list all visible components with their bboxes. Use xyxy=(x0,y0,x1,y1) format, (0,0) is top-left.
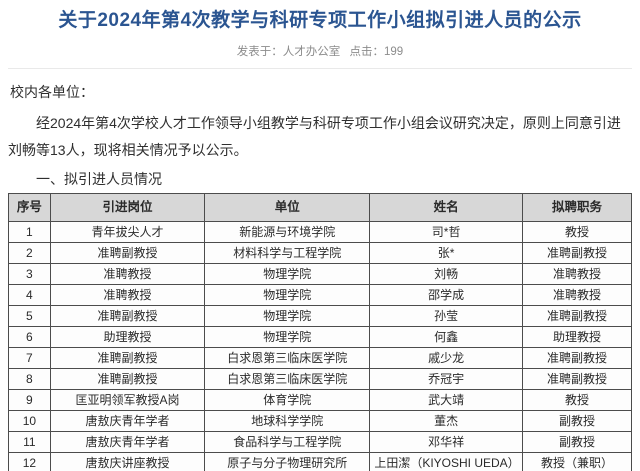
column-header: 姓名 xyxy=(369,193,523,223)
candidate-table: 序号 引进岗位 单位 姓名 拟聘职务 1 青年拔尖人才 新能源与环境学院 司*哲 教授 2 准聘副教… xyxy=(8,193,633,471)
table-cell: 教授 xyxy=(521,221,633,244)
column-header: 单位 xyxy=(204,193,371,223)
column-header: 引进岗位 xyxy=(49,193,206,223)
table-row: 10 唐敖庆青年学者 地球科学学院 董杰 副教授 xyxy=(8,410,633,433)
table-cell: 9 xyxy=(8,389,51,412)
body-paragraph: 经2024年第4次学校人才工作领导小组教学与科研专项工作小组会议研究决定，原则上… xyxy=(8,114,621,158)
table-cell: 青年拔尖人才 xyxy=(49,221,206,244)
table-cell: 4 xyxy=(8,284,51,307)
table-cell: 物理学院 xyxy=(204,263,371,286)
table-cell: 司*哲 xyxy=(369,221,523,244)
table-cell: 原子与分子物理研究所 xyxy=(204,452,371,471)
table-cell: 助理教授 xyxy=(521,326,633,349)
table-cell: 武大靖 xyxy=(369,389,523,412)
table-cell: 准聘教授 xyxy=(521,263,633,286)
table-cell: 5 xyxy=(8,305,51,328)
table-cell: 准聘副教授 xyxy=(521,347,633,370)
table-cell: 邓华祥 xyxy=(369,431,523,454)
table-cell: 董杰 xyxy=(369,410,523,433)
click-count: 点击：199 xyxy=(349,45,404,58)
table-row: 3 准聘教授 物理学院 刘畅 准聘教授 xyxy=(8,263,633,286)
table-cell: 副教授 xyxy=(521,410,633,433)
table-cell: 新能源与环境学院 xyxy=(204,221,371,244)
table-cell: 准聘副教授 xyxy=(49,305,206,328)
table-cell: 体育学院 xyxy=(204,389,371,412)
table-cell: 上田潔（KIYOSHI UEDA） xyxy=(369,452,523,471)
table-cell: 3 xyxy=(8,263,51,286)
table-cell: 准聘副教授 xyxy=(521,368,633,391)
column-header: 序号 xyxy=(8,193,51,223)
table-row: 12 唐敖庆讲座教授 原子与分子物理研究所 上田潔（KIYOSHI UEDA） 教授（兼… xyxy=(8,452,633,471)
table-row: 5 准聘副教授 物理学院 孙莹 准聘副教授 xyxy=(8,305,633,328)
table-cell: 准聘教授 xyxy=(521,284,633,307)
table-cell: 11 xyxy=(8,431,51,454)
table-cell: 唐敖庆青年学者 xyxy=(49,431,206,454)
table-cell: 唐敖庆讲座教授 xyxy=(49,452,206,471)
table-cell: 教授 xyxy=(521,389,633,412)
table-cell: 准聘副教授 xyxy=(521,242,633,265)
table-cell: 准聘副教授 xyxy=(49,347,206,370)
table-cell: 材料科学与工程学院 xyxy=(204,242,371,265)
table-cell: 10 xyxy=(8,410,51,433)
page-title: 关于2024年第4次教学与科研专项工作小组拟引进人员的公示 xyxy=(58,10,582,31)
table-cell: 物理学院 xyxy=(204,326,371,349)
table-header-row: 序号 引进岗位 单位 姓名 拟聘职务 xyxy=(8,193,633,223)
table-cell: 物理学院 xyxy=(204,305,371,328)
published-by: 发表于：人才办公室 xyxy=(236,45,341,58)
table-cell: 12 xyxy=(8,452,51,471)
table-cell: 准聘副教授 xyxy=(49,242,206,265)
table-cell: 戚少龙 xyxy=(369,347,523,370)
column-header: 拟聘职务 xyxy=(521,193,633,223)
table-row: 1 青年拔尖人才 新能源与环境学院 司*哲 教授 xyxy=(8,221,633,244)
table-cell: 邵学成 xyxy=(369,284,523,307)
meta-line: 发表于：人才办公室 点击：199 xyxy=(8,43,632,69)
table-cell: 张* xyxy=(369,242,523,265)
table-cell: 准聘副教授 xyxy=(49,368,206,391)
table-row: 9 匡亚明领军教授A岗 体育学院 武大靖 教授 xyxy=(8,389,633,412)
table-cell: 1 xyxy=(8,221,51,244)
table-cell: 唐敖庆青年学者 xyxy=(49,410,206,433)
table-cell: 地球科学学院 xyxy=(204,410,371,433)
table-cell: 副教授 xyxy=(521,431,633,454)
table-cell: 6 xyxy=(8,326,51,349)
table-row: 11 唐敖庆青年学者 食品科学与工程学院 邓华祥 副教授 xyxy=(8,431,633,454)
table-row: 2 准聘副教授 材料科学与工程学院 张* 准聘副教授 xyxy=(8,242,633,265)
table-cell: 教授（兼职） xyxy=(521,452,633,471)
table-row: 8 准聘副教授 白求恩第三临床医学院 乔冠宇 准聘副教授 xyxy=(8,368,633,391)
table-cell: 物理学院 xyxy=(204,284,371,307)
table-cell: 何鑫 xyxy=(369,326,523,349)
table-cell: 准聘教授 xyxy=(49,284,206,307)
table-cell: 7 xyxy=(8,347,51,370)
table-cell: 白求恩第三临床医学院 xyxy=(204,347,371,370)
table-row: 4 准聘教授 物理学院 邵学成 准聘教授 xyxy=(8,284,633,307)
table-cell: 准聘教授 xyxy=(49,263,206,286)
table-cell: 刘畅 xyxy=(369,263,523,286)
table-cell: 孙莹 xyxy=(369,305,523,328)
table-cell: 白求恩第三临床医学院 xyxy=(204,368,371,391)
table-cell: 2 xyxy=(8,242,51,265)
section-heading: 一、拟引进人员情况 xyxy=(36,171,162,188)
table-cell: 助理教授 xyxy=(49,326,206,349)
table-row: 7 准聘副教授 白求恩第三临床医学院 戚少龙 准聘副教授 xyxy=(8,347,633,370)
salutation: 校内各单位： xyxy=(10,83,94,100)
table-row: 6 助理教授 物理学院 何鑫 助理教授 xyxy=(8,326,633,349)
table-cell: 准聘副教授 xyxy=(521,305,633,328)
table-cell: 8 xyxy=(8,368,51,391)
table-cell: 匡亚明领军教授A岗 xyxy=(49,389,206,412)
table-cell: 食品科学与工程学院 xyxy=(204,431,371,454)
table-cell: 乔冠宇 xyxy=(369,368,523,391)
